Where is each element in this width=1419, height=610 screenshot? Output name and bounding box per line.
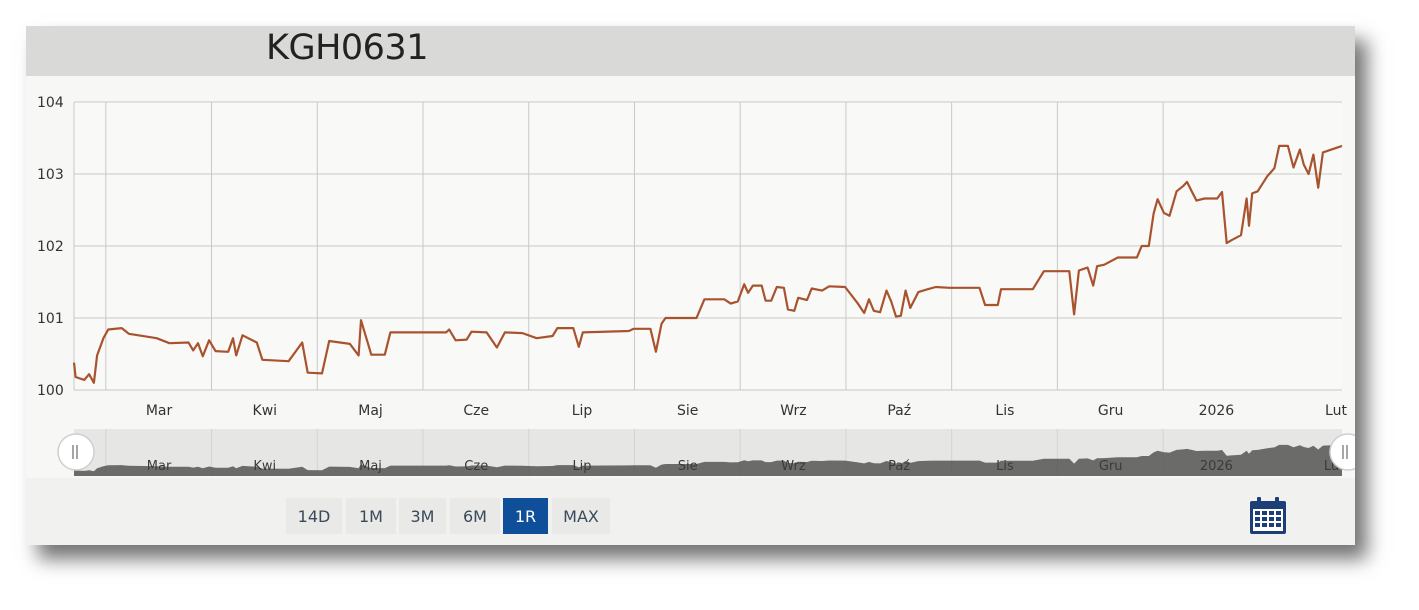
chart-title: KGH0631 <box>266 28 428 68</box>
navigator-label: Lis <box>996 459 1014 474</box>
x-tick-label: Gru <box>1098 403 1123 419</box>
navigator-label: Maj <box>359 459 382 474</box>
x-tick-label: Lip <box>572 403 593 419</box>
navigator-area <box>74 444 1342 476</box>
navigator-label: Kwi <box>253 459 276 474</box>
x-tick-label: Wrz <box>780 403 806 419</box>
range-button-14d[interactable]: 14D <box>286 498 342 534</box>
chart-card: KGH0631 100 101 102 103 104 Mar Kwi Maj Cze Lip S… <box>26 26 1355 545</box>
calendar-icon[interactable] <box>1248 496 1288 536</box>
navigator-label: Cze <box>464 459 488 474</box>
range-button-max[interactable]: MAX <box>552 498 610 534</box>
y-tick-label: 104 <box>37 95 64 111</box>
range-button-1r[interactable]: 1R <box>503 498 548 534</box>
grid-lines <box>73 101 1342 391</box>
x-axis-labels: Mar Kwi Maj Cze Lip Sie Wrz Paź Lis Gru 2026 Lut <box>146 403 1348 419</box>
y-tick-label: 103 <box>37 167 64 183</box>
range-navigator[interactable]: Mar Kwi Maj Cze Lip Sie Wrz Paź Lis Gru 2026 Lut <box>57 429 1355 476</box>
navigator-label: Wrz <box>781 459 806 474</box>
navigator-label: Lip <box>572 459 591 474</box>
y-axis-labels: 100 101 102 103 104 <box>37 95 64 399</box>
navigator-label: Mar <box>147 459 172 474</box>
navigator-left-handle[interactable] <box>57 433 95 471</box>
chart-header: KGH0631 <box>26 26 1355 76</box>
x-tick-label: Lut <box>1325 403 1347 419</box>
navigator-label: Paź <box>888 459 910 474</box>
x-tick-label: Paź <box>887 403 911 419</box>
navigator-labels: Mar Kwi Maj Cze Lip Sie Wrz Paź Lis Gru 2026 Lut <box>147 459 1344 474</box>
range-button-6m[interactable]: 6M <box>450 498 500 534</box>
x-tick-label: Mar <box>146 403 173 419</box>
range-controls: 14D 1M 3M 6M 1R MAX <box>26 478 1355 545</box>
x-tick-label: Cze <box>463 403 489 419</box>
series-line <box>72 144 1343 384</box>
navigator-label: Gru <box>1099 459 1123 474</box>
y-tick-label: 101 <box>37 311 64 327</box>
range-button-3m[interactable]: 3M <box>399 498 446 534</box>
range-button-1m[interactable]: 1M <box>346 498 396 534</box>
x-tick-label: Maj <box>358 403 383 419</box>
y-tick-label: 100 <box>37 383 64 399</box>
x-tick-label: Kwi <box>253 403 278 419</box>
grip-handle-icon <box>72 445 78 459</box>
x-tick-label: Lis <box>995 403 1014 419</box>
grip-handle-icon <box>1342 445 1348 459</box>
navigator-right-handle[interactable] <box>1329 433 1355 471</box>
navigator-label: Sie <box>678 459 698 474</box>
price-chart[interactable]: 100 101 102 103 104 Mar Kwi Maj Cze Lip Sie Wrz Paź… <box>26 26 1355 478</box>
y-tick-label: 102 <box>37 239 64 255</box>
navigator-label: 2026 <box>1200 459 1233 474</box>
x-tick-label: 2026 <box>1199 403 1235 419</box>
x-tick-label: Sie <box>677 403 698 419</box>
